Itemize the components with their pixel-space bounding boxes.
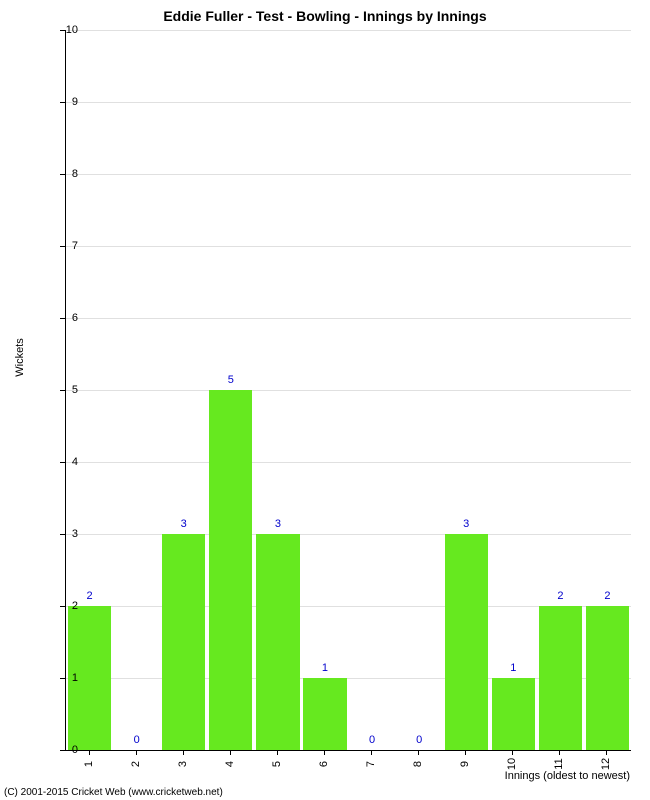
bar-value-label: 2 [557, 590, 563, 602]
x-tick-label: 7 [365, 754, 377, 774]
y-tick-label: 10 [48, 24, 78, 36]
bar [256, 534, 299, 750]
bar [492, 678, 535, 750]
x-tick-label: 5 [271, 754, 283, 774]
gridline [66, 174, 631, 175]
y-tick-label: 5 [48, 384, 78, 396]
bar-value-label: 3 [463, 518, 469, 530]
bar-value-label: 3 [275, 518, 281, 530]
bar-value-label: 0 [416, 734, 422, 746]
bar [586, 606, 629, 750]
gridline [66, 390, 631, 391]
bar [445, 534, 488, 750]
bar [209, 390, 252, 750]
x-tick-label: 3 [177, 754, 189, 774]
x-tick-label: 11 [553, 754, 565, 774]
bar-value-label: 0 [369, 734, 375, 746]
y-tick-label: 8 [48, 168, 78, 180]
x-tick-label: 9 [459, 754, 471, 774]
y-tick-label: 3 [48, 528, 78, 540]
gridline [66, 462, 631, 463]
bar-value-label: 1 [510, 662, 516, 674]
y-tick-label: 2 [48, 600, 78, 612]
copyright-text: (C) 2001-2015 Cricket Web (www.cricketwe… [4, 787, 223, 798]
x-tick-label: 4 [224, 754, 236, 774]
gridline [66, 534, 631, 535]
bar [539, 606, 582, 750]
y-tick-label: 9 [48, 96, 78, 108]
y-tick-label: 7 [48, 240, 78, 252]
bar-value-label: 3 [181, 518, 187, 530]
gridline [66, 102, 631, 103]
y-tick-label: 0 [48, 744, 78, 756]
bar [162, 534, 205, 750]
x-tick-label: 2 [130, 754, 142, 774]
chart-title: Eddie Fuller - Test - Bowling - Innings … [0, 8, 650, 24]
x-tick-label: 10 [506, 754, 518, 774]
gridline [66, 246, 631, 247]
bar-value-label: 5 [228, 374, 234, 386]
gridline [66, 30, 631, 31]
y-tick-label: 1 [48, 672, 78, 684]
plot-area: 2 0 3 5 3 1 0 0 3 1 2 2 [65, 30, 631, 751]
y-tick-label: 6 [48, 312, 78, 324]
y-axis-label: Wickets [14, 338, 26, 377]
x-tick-label: 1 [83, 754, 95, 774]
bar [303, 678, 346, 750]
gridline [66, 318, 631, 319]
bar-value-label: 1 [322, 662, 328, 674]
bar-value-label: 2 [604, 590, 610, 602]
x-tick-label: 12 [600, 754, 612, 774]
bar-value-label: 0 [134, 734, 140, 746]
y-tick-label: 4 [48, 456, 78, 468]
x-tick-label: 6 [318, 754, 330, 774]
x-tick-label: 8 [412, 754, 424, 774]
chart-container: Eddie Fuller - Test - Bowling - Innings … [0, 0, 650, 800]
bar-value-label: 2 [86, 590, 92, 602]
